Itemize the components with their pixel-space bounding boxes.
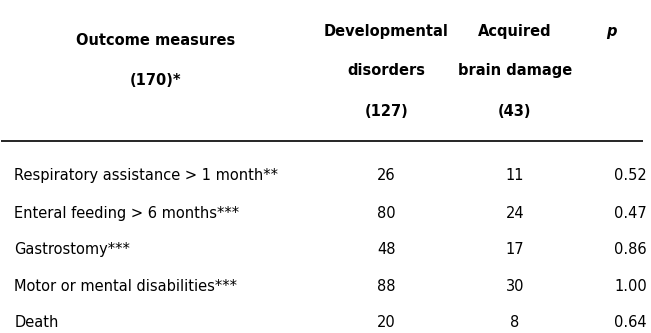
Text: 30: 30: [506, 279, 524, 294]
Text: Acquired: Acquired: [478, 24, 552, 39]
Text: Gastrostomy***: Gastrostomy***: [14, 242, 130, 257]
Text: Death: Death: [14, 315, 59, 330]
Text: Motor or mental disabilities***: Motor or mental disabilities***: [14, 279, 237, 294]
Text: Respiratory assistance > 1 month**: Respiratory assistance > 1 month**: [14, 168, 278, 183]
Text: p: p: [606, 24, 616, 39]
Text: disorders: disorders: [348, 63, 426, 78]
Text: 48: 48: [378, 242, 396, 257]
Text: 17: 17: [506, 242, 524, 257]
Text: 26: 26: [377, 168, 396, 183]
Text: 0.52: 0.52: [614, 168, 647, 183]
Text: 88: 88: [378, 279, 396, 294]
Text: 0.86: 0.86: [614, 242, 647, 257]
Text: 8: 8: [510, 315, 519, 330]
Text: 0.47: 0.47: [614, 206, 647, 221]
Text: 11: 11: [506, 168, 524, 183]
Text: (170)*: (170)*: [130, 73, 181, 88]
Text: brain damage: brain damage: [458, 63, 572, 78]
Text: (43): (43): [498, 104, 532, 119]
Text: 20: 20: [377, 315, 396, 330]
Text: 1.00: 1.00: [614, 279, 647, 294]
Text: Outcome measures: Outcome measures: [76, 33, 235, 48]
Text: Developmental: Developmental: [324, 24, 449, 39]
Text: 24: 24: [506, 206, 524, 221]
Text: 80: 80: [377, 206, 396, 221]
Text: (127): (127): [365, 104, 408, 119]
Text: Enteral feeding > 6 months***: Enteral feeding > 6 months***: [14, 206, 240, 221]
Text: 0.64: 0.64: [614, 315, 647, 330]
